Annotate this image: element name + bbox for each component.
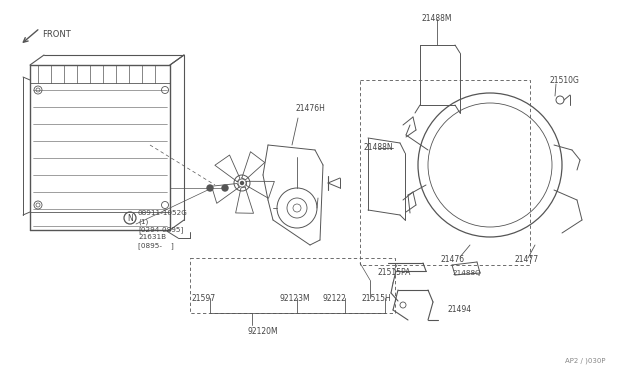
Text: [0895-    ]: [0895- ] xyxy=(138,242,173,249)
Text: (1): (1) xyxy=(138,218,148,224)
Text: 21515H: 21515H xyxy=(362,294,392,303)
Text: 21510G: 21510G xyxy=(550,76,580,85)
Text: N: N xyxy=(127,214,133,222)
Text: 21494: 21494 xyxy=(448,305,472,314)
Text: 21597: 21597 xyxy=(192,294,216,303)
Text: 21476: 21476 xyxy=(441,255,465,264)
Text: 92120M: 92120M xyxy=(248,327,278,336)
Text: FRONT: FRONT xyxy=(42,30,71,39)
Text: 21515PA: 21515PA xyxy=(378,268,412,277)
Text: 92122: 92122 xyxy=(323,294,347,303)
Bar xyxy=(360,80,530,265)
Circle shape xyxy=(241,182,243,185)
Text: [0294-0895]: [0294-0895] xyxy=(138,226,183,233)
Text: 21477: 21477 xyxy=(515,255,539,264)
Text: AP2 / )030P: AP2 / )030P xyxy=(565,358,605,365)
Text: 21488Q: 21488Q xyxy=(452,270,481,276)
Text: 21488M: 21488M xyxy=(422,14,452,23)
Circle shape xyxy=(222,185,228,191)
Bar xyxy=(190,258,395,313)
Text: 92123M: 92123M xyxy=(280,294,310,303)
Circle shape xyxy=(207,185,213,191)
Text: 21631B: 21631B xyxy=(138,234,166,240)
Text: 21476H: 21476H xyxy=(296,104,326,113)
Text: 21488N: 21488N xyxy=(364,143,394,152)
Text: 08911-1052G: 08911-1052G xyxy=(138,210,188,216)
